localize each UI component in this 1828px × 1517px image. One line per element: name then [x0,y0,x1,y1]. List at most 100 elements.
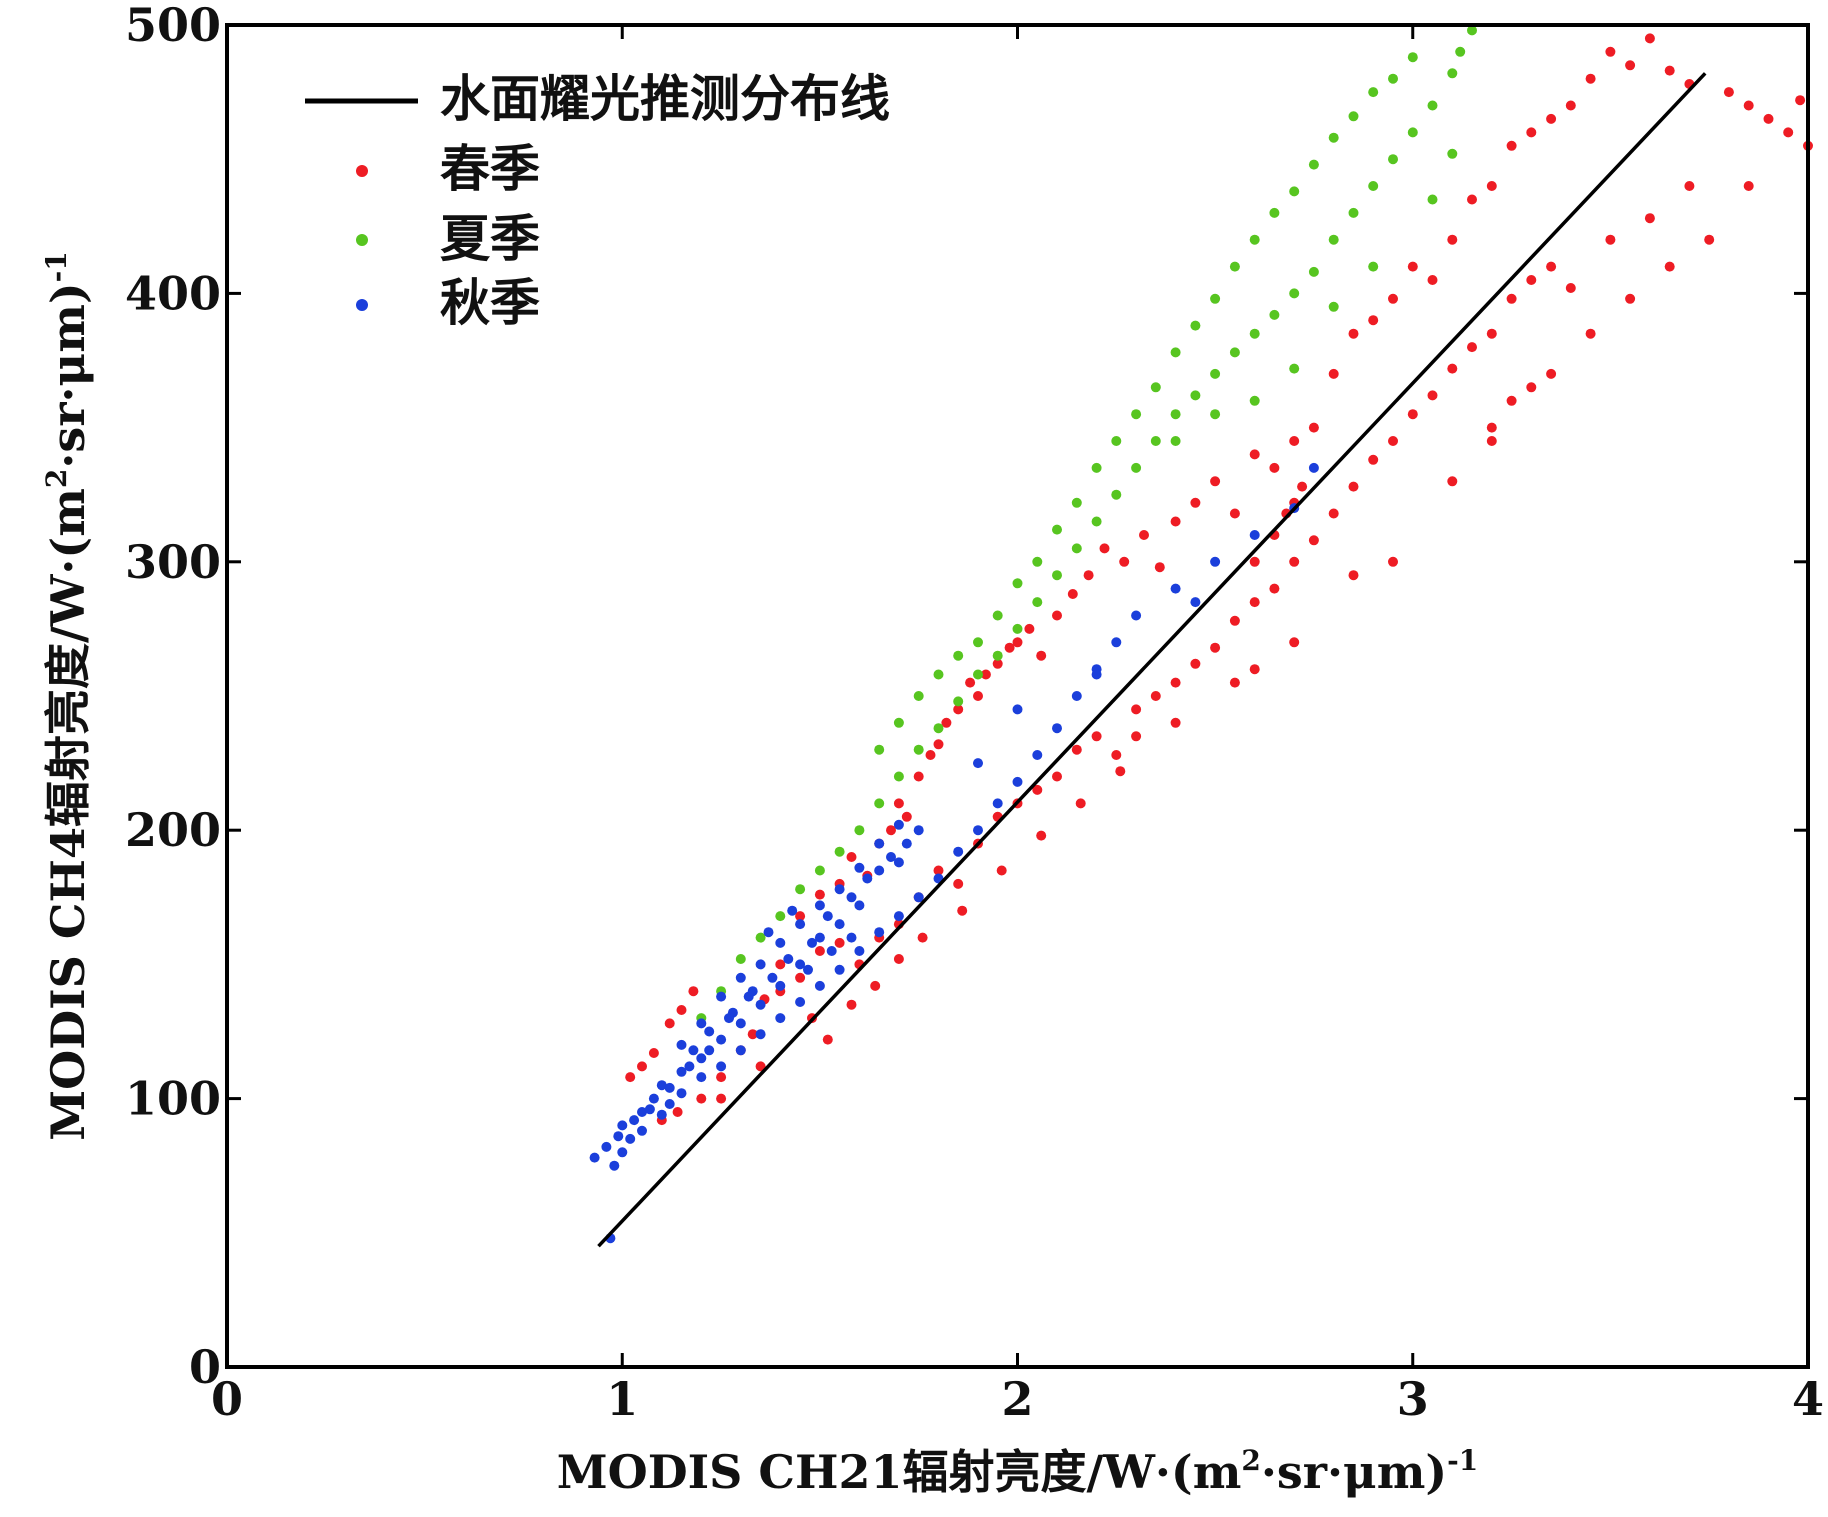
data-point [913,691,924,701]
data-point [1154,562,1165,573]
data-point [957,905,968,916]
data-point [747,986,758,997]
data-point [953,696,964,707]
data-point [953,704,964,715]
data-point [1407,409,1418,420]
data-point [1427,275,1438,285]
tick-labels: 0 1 2 3 4 0 100 200 300 400 500 [125,0,1824,1426]
data-point [1684,181,1695,191]
data-point [1067,589,1078,599]
data-point [1131,704,1142,715]
data-point [664,1018,675,1029]
data-point [637,1061,647,1072]
data-point [1229,615,1240,626]
data-point [1229,347,1240,358]
data-point [814,889,825,900]
data-point [755,959,766,970]
data-point [913,771,924,782]
data-point [716,1061,727,1072]
data-point [893,798,904,809]
data-point [886,825,896,836]
data-point [1546,261,1557,272]
data-point [704,1026,715,1037]
data-point [656,1109,667,1120]
data-point [1486,328,1497,339]
data-point [973,669,983,680]
data-point [1348,328,1359,339]
data-point [1644,33,1655,44]
data-point [973,825,983,836]
data-point [755,1029,766,1040]
data-point [1427,100,1438,111]
legend-swatch-summer [356,234,368,246]
data-point [992,650,1003,661]
data-point [1486,422,1497,433]
data-point [795,972,806,983]
data-point [933,739,944,750]
data-point [1083,570,1094,581]
data-point [1032,597,1043,608]
data-point [617,1120,628,1131]
data-point [1036,830,1047,841]
series-summer [696,25,1477,1024]
data-point [637,1125,647,1136]
data-point [1012,637,1023,648]
data-point [1190,497,1201,508]
data-point [1348,570,1359,581]
data-point [1210,293,1221,304]
data-point [1004,642,1015,653]
data-point [763,927,774,938]
data-point [1585,328,1596,339]
data-point [755,932,766,943]
data-point [775,1013,786,1024]
data-point [1131,462,1142,473]
data-point [1249,328,1260,339]
data-point [775,911,786,922]
data-point [814,865,825,876]
data-point [767,972,778,983]
x-tick-label: 2 [1001,1372,1033,1426]
data-point [1447,68,1458,79]
data-point [996,865,1007,876]
data-point [704,1045,715,1056]
data-point [1328,301,1339,312]
data-point [814,900,825,911]
data-point [795,911,806,922]
data-point [1289,556,1300,567]
data-point [1210,476,1221,487]
data-point [637,1107,647,1117]
data-point [1229,261,1240,272]
data-point [1012,776,1023,787]
y-tick-label: 0 [189,1340,221,1394]
data-point [973,758,983,769]
data-point [1328,508,1339,519]
data-point [862,873,873,884]
data-point [1269,309,1280,320]
data-point [1388,154,1398,165]
legend-label-line: 水面耀光推测分布线 [440,69,890,128]
data-point [1052,570,1062,581]
data-point [1170,347,1181,358]
data-point [834,919,845,930]
data-point [893,819,904,830]
data-point [1012,578,1023,589]
data-point [1249,530,1260,540]
data-point [1012,623,1023,634]
legend-label-spring: 春季 [440,139,540,198]
data-point [822,911,833,922]
data-point [874,798,885,809]
data-point [1249,449,1260,460]
data-point [1190,658,1201,669]
data-point [601,1141,612,1152]
data-point [1091,669,1102,680]
data-point [1328,234,1339,245]
data-point [1170,436,1181,446]
data-point [1071,691,1082,701]
data-point [1625,60,1636,71]
data-point [933,669,944,680]
data-point [1348,111,1359,122]
data-point [893,857,904,868]
y-tick-label: 400 [125,266,221,320]
data-point [1486,181,1497,191]
data-point [1032,784,1043,795]
